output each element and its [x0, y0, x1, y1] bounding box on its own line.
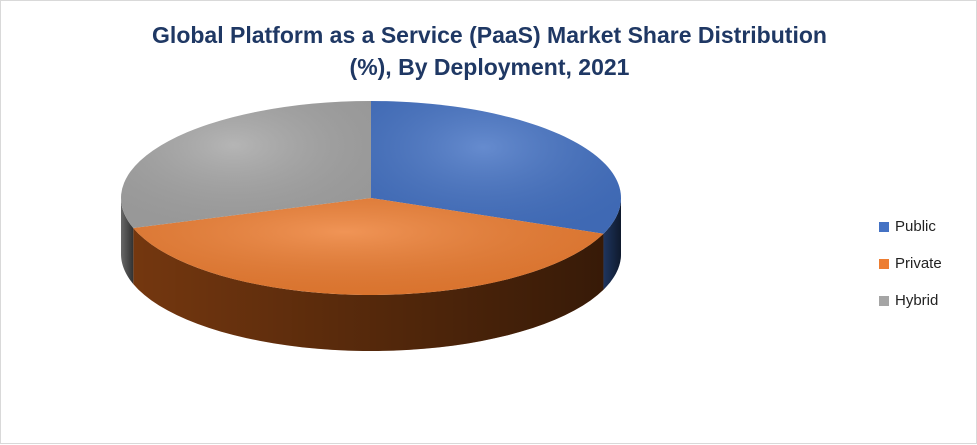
legend-swatch-hybrid [879, 296, 889, 306]
legend-label-hybrid: Hybrid [895, 292, 939, 309]
pie-slice-public [371, 101, 621, 234]
legend: Public Private Hybrid [879, 217, 942, 328]
chart-title-line-2: (%), By Deployment, 2021 [349, 54, 630, 80]
pie-slice-hybrid [120, 101, 372, 228]
pie-slice-private [133, 198, 604, 295]
legend-label-private: Private [895, 255, 942, 272]
pie-side-public [603, 198, 621, 290]
legend-swatch-public [879, 222, 889, 232]
chart-title-line-1: Global Platform as a Service (PaaS) Mark… [152, 22, 827, 48]
pie-side-hybrid [121, 198, 134, 284]
legend-swatch-private [879, 259, 889, 269]
legend-label-public: Public [895, 218, 936, 235]
legend-item-private: Private [879, 254, 942, 274]
legend-item-public: Public [879, 217, 942, 237]
pie-side-private [133, 227, 604, 351]
chart-title: Global Platform as a Service (PaaS) Mark… [1, 19, 977, 83]
legend-item-hybrid: Hybrid [879, 291, 942, 311]
